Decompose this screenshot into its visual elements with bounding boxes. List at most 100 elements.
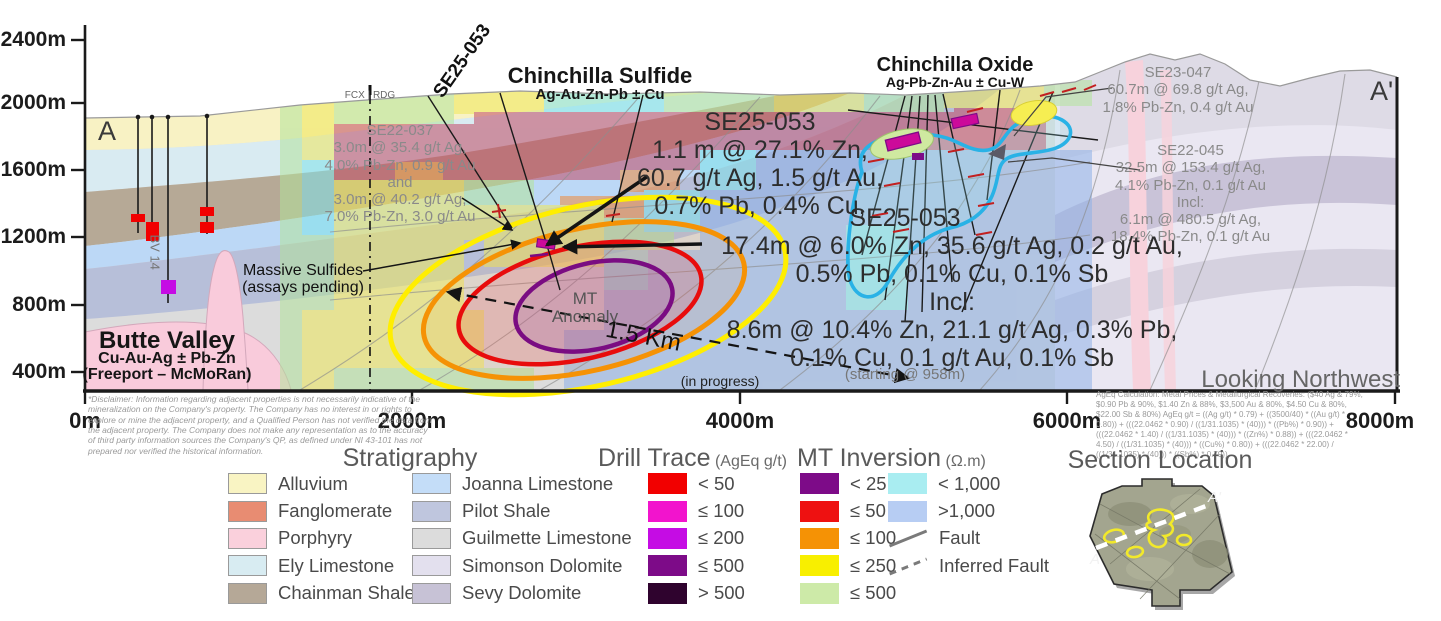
- section-endpoint-a-prime: A': [1370, 76, 1394, 106]
- x-tick-8000m: 8000m: [1345, 408, 1415, 433]
- legend-swatch: [800, 473, 839, 495]
- legend-swatch: [800, 500, 839, 522]
- oxide-intercepts: [867, 84, 1097, 236]
- legend-item: Fanglomerate: [228, 497, 415, 524]
- legend-swatch: [412, 500, 451, 522]
- legend-swatch: [228, 555, 267, 577]
- legend-item: Joanna Limestone: [412, 470, 632, 497]
- legend-title-section-location: Section Location: [1067, 446, 1253, 474]
- y-tick-2000: 2000m: [0, 91, 66, 114]
- label-bv14: BV 14: [147, 234, 163, 270]
- legend-item: Pilot Shale: [412, 497, 632, 524]
- legend-stratigraphy-col1: Alluvium Fanglomerate Porphyry Ely Limes…: [228, 470, 415, 607]
- legend-item: > 500: [648, 580, 745, 607]
- label-butte-valley-metals: Cu-Au-Ag ± Pb-Zn: [98, 350, 236, 367]
- legend-swatch: [648, 555, 687, 577]
- legend-item: ≤ 100: [648, 497, 745, 524]
- x-tick-6000m: 6000m: [1032, 408, 1102, 433]
- label-butte-valley-owner: (Freeport – McMoRan): [82, 366, 252, 383]
- legend-swatch: [648, 527, 687, 549]
- label-chinchilla-oxide-metals: Ag-Pb-Zn-Au ± Cu-W: [885, 74, 1025, 90]
- legend-item: Guilmette Limestone: [412, 525, 632, 552]
- bv-drill-holes: [137, 116, 208, 303]
- legend-swatch: [648, 500, 687, 522]
- annotation-se23-047: SE23-047 60.7m @ 69.8 g/t Ag, 1.8% Pb-Zn…: [1102, 64, 1254, 116]
- legend-swatch: [412, 473, 451, 495]
- inset-label-a-prime: A': [1207, 489, 1222, 506]
- y-tick-800: 800m: [12, 293, 66, 316]
- annotation-se25-053-oxide-title: SE25-053: [849, 204, 961, 232]
- label-chinchilla-oxide: Chinchilla Oxide: [876, 54, 1034, 76]
- label-in-progress: (in progress): [680, 373, 760, 389]
- mineral-outline-contours: [1102, 508, 1193, 559]
- label-massive-sulfides: Massive Sulfides (assays pending): [242, 262, 364, 296]
- label-butte-valley: Butte Valley: [98, 327, 236, 354]
- legend-item: ≤ 50: [800, 497, 896, 524]
- legend-swatch: [800, 527, 839, 549]
- legend-swatch: [888, 500, 927, 522]
- annotation-se25-053-sulfide: SE25-053 1.1 m @ 27.1% Zn, 60.7 g/t Ag, …: [636, 108, 884, 220]
- legend-item: ≤ 250: [800, 552, 896, 579]
- legend-item: Alluvium: [228, 470, 415, 497]
- legend-item: Simonson Dolomite: [412, 552, 632, 579]
- drill-intercepts-left: [131, 207, 214, 294]
- drill-collars: [135, 113, 210, 120]
- fault-line-icon: [888, 529, 928, 548]
- legend-item: Porphyry: [228, 525, 415, 552]
- annotation-starting-depth: (starting @ 958m): [844, 366, 966, 383]
- legend-item-fault: Fault: [888, 525, 1049, 552]
- y-tick-1200: 1200m: [0, 225, 66, 248]
- legend-swatch: [648, 473, 687, 495]
- legend-drill-trace-col: < 50 ≤ 100 ≤ 200 ≤ 500 > 500: [648, 470, 745, 607]
- legend-title-drill-trace: Drill Trace (AgEq g/t): [598, 444, 787, 472]
- legend-swatch: [412, 555, 451, 577]
- legend-item: Chainman Shale: [228, 580, 415, 607]
- label-chinchilla-sulfide: Chinchilla Sulfide: [507, 63, 693, 88]
- legend-swatch: [228, 582, 267, 604]
- legend-swatch: [412, 527, 451, 549]
- ageq-calculation-text: AgEq Calculation: Metal Prices & Metallu…: [1096, 390, 1363, 459]
- legend-item-inferred-fault: Inferred Fault: [888, 552, 1049, 579]
- disclaimer-text: *Disclaimer: Information regarding adjac…: [88, 394, 432, 456]
- axes: [71, 25, 1400, 404]
- legend-swatch: [228, 527, 267, 549]
- legend-swatch: [800, 555, 839, 577]
- x-tick-0m: 0m: [69, 408, 101, 433]
- legend-mt-col1: < 25 ≤ 50 ≤ 100 ≤ 250 ≤ 500: [800, 470, 896, 607]
- x-tick-4000m: 4000m: [705, 408, 775, 433]
- leader-arrows: [362, 87, 1141, 272]
- legend-title-stratigraphy: Stratigraphy: [342, 444, 478, 472]
- y-tick-400: 400m: [12, 360, 66, 383]
- label-looking-northwest: Looking Northwest: [1201, 366, 1400, 393]
- y-tick-2400: 2400m: [0, 28, 66, 51]
- annotation-se22-045: SE22-045 32.5m @ 153.4 g/t Ag, 4.1% Pb-Z…: [1110, 142, 1271, 246]
- legend-swatch: [800, 582, 839, 604]
- legend-item: ≤ 500: [648, 552, 745, 579]
- legend-swatch: [888, 473, 927, 495]
- legend-stratigraphy-col2: Joanna Limestone Pilot Shale Guilmette L…: [412, 470, 632, 607]
- inferred-fault-line-icon: [888, 557, 928, 575]
- legend-item: < 50: [648, 470, 745, 497]
- legend-swatch: [228, 500, 267, 522]
- annotation-se22-037: SE22-037 3.0m @ 35.4 g/t Ag, 4.0% Pb-Zn,…: [324, 122, 476, 226]
- legend-swatch: [412, 582, 451, 604]
- legend-item: ≤ 500: [800, 580, 896, 607]
- scale-arrow-1-5km: [445, 286, 911, 384]
- inset-label-a: A: [1089, 551, 1100, 568]
- legend-item: ≤ 200: [648, 525, 745, 552]
- label-chinchilla-sulfide-metals: Ag-Au-Zn-Pb ± Cu: [535, 86, 665, 103]
- legend-item: < 25: [800, 470, 896, 497]
- legend-title-mt-inversion: MT Inversion (Ω.m): [797, 444, 986, 472]
- y-tick-1600: 1600m: [0, 158, 66, 181]
- legend-swatch: [648, 582, 687, 604]
- legend-item: >1,000: [888, 497, 1049, 524]
- legend-swatch: [228, 473, 267, 495]
- section-location-map: A A': [1089, 478, 1235, 610]
- section-endpoint-a: A: [98, 116, 117, 146]
- legend-item: Sevy Dolomite: [412, 580, 632, 607]
- label-mt-anomaly: MT Anomaly: [551, 289, 619, 326]
- legend-item: < 1,000: [888, 470, 1049, 497]
- terrain-surface-line: [84, 53, 1398, 119]
- legend-mt-col2: < 1,000 >1,000 Fault Inferred Fault: [888, 470, 1049, 580]
